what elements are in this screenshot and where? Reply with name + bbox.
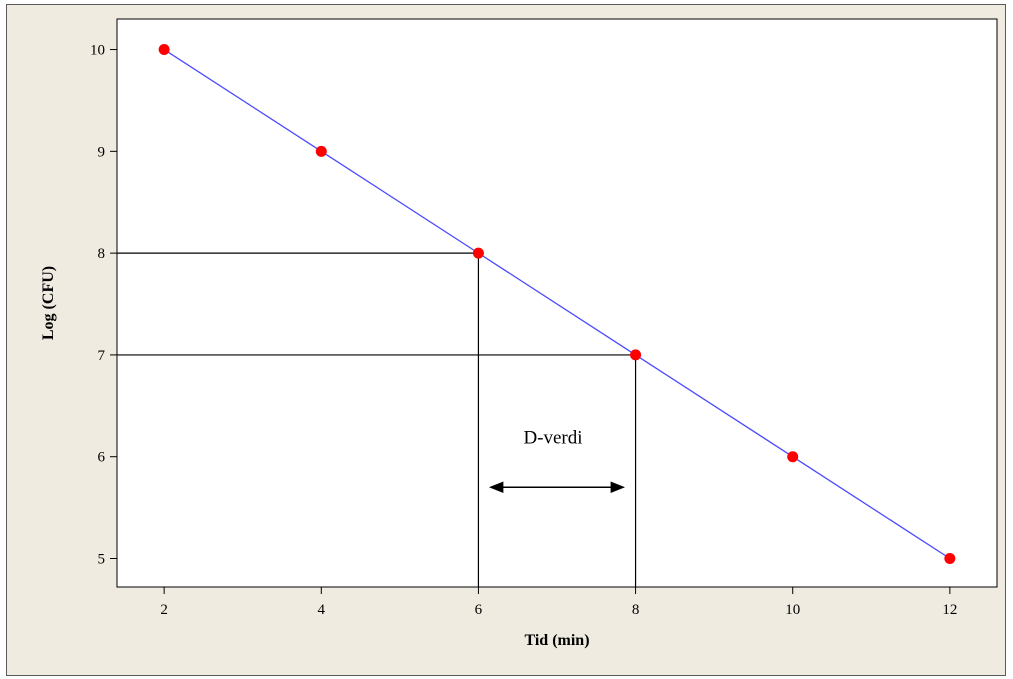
y-tick-label: 10 (90, 43, 105, 59)
x-tick-label: 4 (318, 602, 326, 618)
y-tick-label: 6 (98, 450, 106, 466)
x-tick-label: 2 (160, 602, 168, 618)
data-point (158, 44, 170, 56)
x-tick-label: 12 (942, 602, 957, 618)
data-point (315, 145, 327, 157)
data-point (472, 247, 484, 259)
y-tick-label: 7 (98, 348, 106, 364)
x-tick-label: 6 (475, 602, 483, 618)
d-value-label: D-verdi (523, 427, 582, 448)
y-tick-label: 9 (98, 144, 106, 160)
chart-frame: 2 4 6 8 10 12 5 6 7 8 9 10 D-verdi Tid (min) Log (C… (6, 4, 1006, 676)
series-line (163, 48, 951, 560)
data-point (630, 349, 642, 361)
x-tick-label: 8 (632, 602, 640, 618)
data-point (944, 552, 956, 564)
y-axis-title: Log (CFU) (40, 266, 57, 340)
y-tick-label: 5 (98, 551, 106, 567)
data-point (787, 451, 799, 463)
log-cfu-chart: 2 4 6 8 10 12 5 6 7 8 9 10 D-verdi Tid (min) Log (C… (40, 18, 998, 649)
y-tick-label: 8 (98, 246, 106, 262)
x-tick-label: 10 (785, 602, 800, 618)
x-axis-title: Tid (min) (524, 632, 589, 649)
